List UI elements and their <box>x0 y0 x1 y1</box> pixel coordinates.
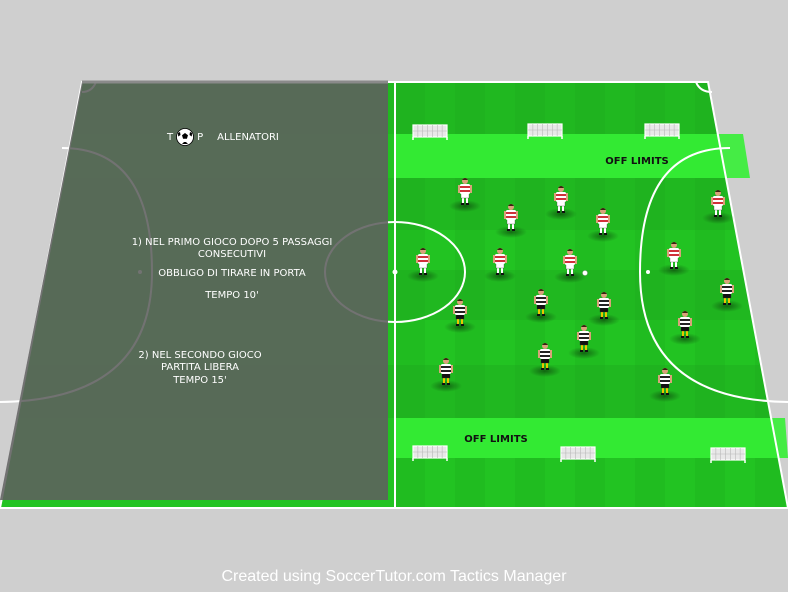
instruction-line-3: TEMPO 10' <box>205 290 259 301</box>
red-team-player <box>484 248 516 282</box>
instruction-line-1a: 1) NEL PRIMO GIOCO DOPO 5 PASSAGGI <box>131 237 333 248</box>
mini-goal <box>527 123 563 139</box>
red-team-player <box>407 248 439 282</box>
logo-brand-text: ALLENATORI <box>217 131 279 143</box>
red-team-player <box>545 186 577 220</box>
black-team-player <box>529 343 561 377</box>
mini-goal <box>412 124 448 140</box>
off-limits-zone-bottom <box>395 418 788 458</box>
black-team-player <box>588 292 620 326</box>
instruction-line-1b: CONSECUTIVI <box>197 249 267 260</box>
red-team-player <box>587 208 619 242</box>
off-limits-zone-top <box>395 134 750 178</box>
black-team-player <box>669 311 701 345</box>
off-limits-label-bottom: OFF LIMITS <box>464 434 528 445</box>
black-team-player <box>444 299 476 333</box>
red-team-player <box>495 204 527 238</box>
match-ball <box>582 270 588 276</box>
soccer-ball-icon <box>176 128 195 146</box>
footer-credit: Created using SoccerTutor.com Tactics Ma… <box>221 568 567 585</box>
black-team-player <box>525 289 557 323</box>
logo-letter-p: P <box>197 131 204 143</box>
logo: T P ALLENATORI <box>167 128 279 146</box>
black-team-player <box>568 325 600 359</box>
red-team-player <box>554 249 586 283</box>
instruction-line-4c: TEMPO 15' <box>173 375 227 386</box>
mini-goal <box>644 123 680 139</box>
instruction-line-4a: 2) NEL SECONDO GIOCO <box>138 350 262 361</box>
mini-goal <box>560 446 596 462</box>
mini-goal <box>710 447 746 463</box>
instruction-line-4b: PARTITA LIBERA <box>161 362 239 373</box>
red-team-player <box>449 178 481 212</box>
black-team-player <box>430 358 462 392</box>
inactive-half-overlay <box>0 82 388 500</box>
off-limits-label-top: OFF LIMITS <box>605 156 669 167</box>
mini-goal <box>412 445 448 461</box>
red-team-player <box>702 190 734 224</box>
instruction-line-2: OBBLIGO DI TIRARE IN PORTA <box>158 268 306 279</box>
red-team-player <box>658 242 690 276</box>
black-team-player <box>711 278 743 312</box>
black-team-player <box>649 368 681 402</box>
logo-letter-t: T <box>167 131 174 143</box>
